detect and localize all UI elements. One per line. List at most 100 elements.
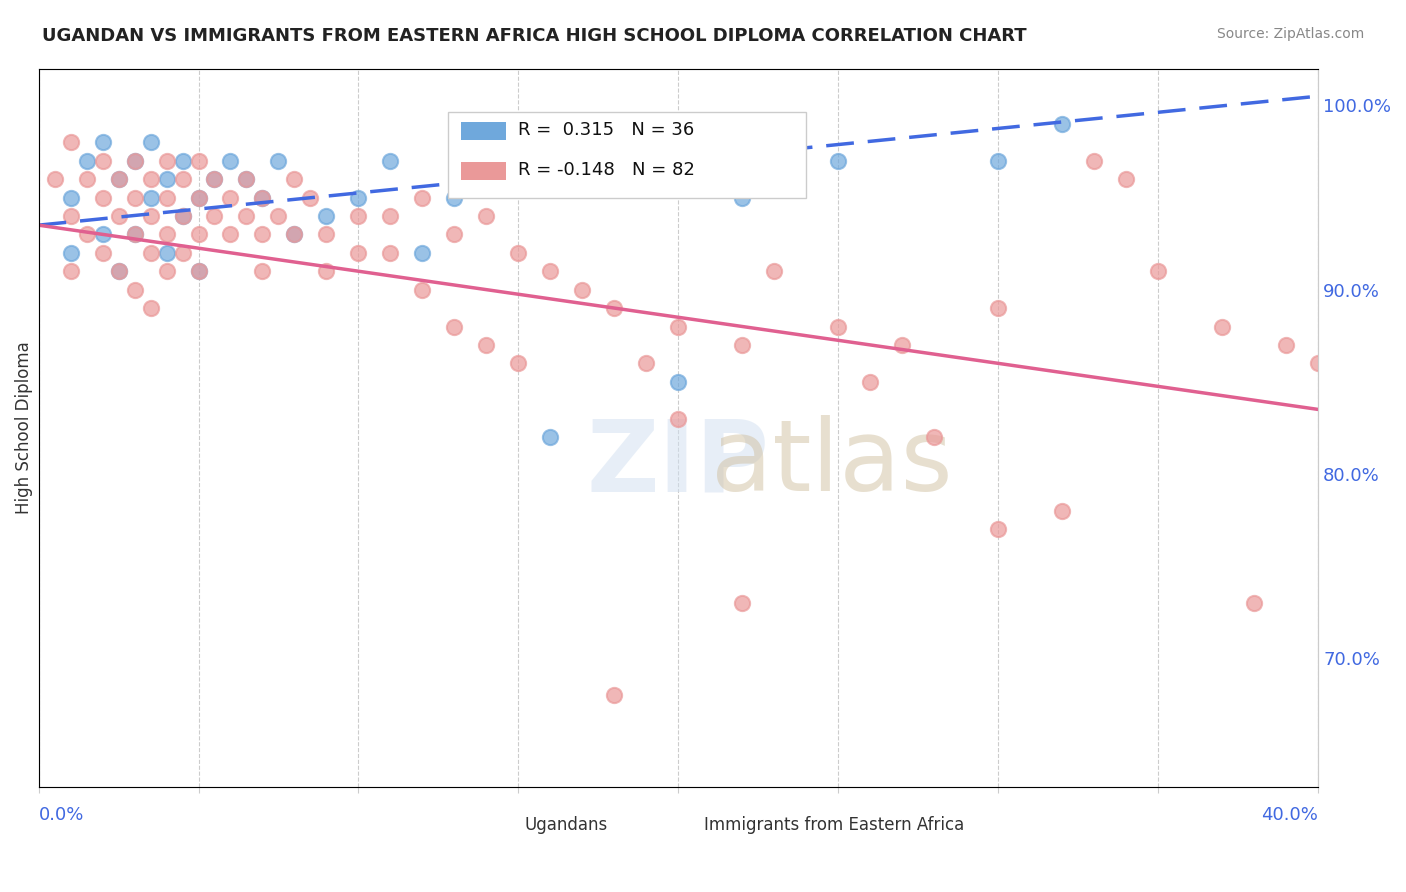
Point	[76, 153, 98, 168]
Point	[380, 245, 402, 260]
Text: Ugandans: Ugandans	[524, 816, 607, 834]
Point	[666, 319, 689, 334]
Point	[187, 190, 209, 204]
Point	[124, 153, 146, 168]
FancyBboxPatch shape	[467, 824, 508, 839]
Point	[59, 190, 82, 204]
Point	[124, 190, 146, 204]
Point	[922, 430, 945, 444]
Point	[267, 153, 290, 168]
Point	[107, 264, 129, 278]
Point	[252, 190, 274, 204]
Point	[155, 227, 177, 242]
Point	[155, 245, 177, 260]
Point	[252, 190, 274, 204]
Text: atlas: atlas	[711, 416, 953, 512]
Point	[172, 209, 194, 223]
Point	[475, 209, 498, 223]
Point	[891, 338, 914, 352]
Point	[411, 245, 433, 260]
FancyBboxPatch shape	[461, 162, 506, 180]
Point	[315, 209, 337, 223]
Point	[139, 301, 162, 315]
Point	[827, 153, 849, 168]
Point	[636, 356, 658, 370]
Point	[666, 375, 689, 389]
Point	[603, 301, 626, 315]
Point	[204, 209, 226, 223]
Point	[155, 153, 177, 168]
Text: R =  0.315   N = 36: R = 0.315 N = 36	[519, 121, 695, 139]
Point	[283, 227, 305, 242]
Point	[235, 172, 257, 186]
Point	[731, 596, 754, 610]
Point	[76, 227, 98, 242]
Point	[107, 172, 129, 186]
Point	[987, 153, 1010, 168]
Point	[538, 430, 561, 444]
Point	[44, 172, 66, 186]
Text: Immigrants from Eastern Africa: Immigrants from Eastern Africa	[704, 816, 965, 834]
Point	[124, 227, 146, 242]
Point	[508, 356, 530, 370]
Point	[139, 209, 162, 223]
Point	[987, 522, 1010, 536]
Point	[1211, 319, 1233, 334]
Point	[380, 153, 402, 168]
Point	[124, 283, 146, 297]
Point	[1275, 338, 1298, 352]
Point	[107, 209, 129, 223]
Point	[347, 190, 370, 204]
Point	[603, 172, 626, 186]
Point	[124, 153, 146, 168]
Point	[91, 190, 114, 204]
Point	[187, 153, 209, 168]
Point	[139, 245, 162, 260]
Point	[731, 190, 754, 204]
Point	[59, 135, 82, 149]
Point	[283, 227, 305, 242]
Point	[443, 319, 465, 334]
Point	[172, 153, 194, 168]
Point	[59, 209, 82, 223]
Point	[1115, 172, 1137, 186]
Point	[731, 338, 754, 352]
FancyBboxPatch shape	[449, 112, 806, 198]
Point	[76, 172, 98, 186]
Point	[252, 227, 274, 242]
FancyBboxPatch shape	[659, 824, 700, 839]
Point	[1083, 153, 1105, 168]
Point	[475, 338, 498, 352]
Point	[299, 190, 322, 204]
Point	[187, 227, 209, 242]
Point	[571, 283, 593, 297]
Point	[139, 135, 162, 149]
Point	[443, 190, 465, 204]
Point	[1308, 356, 1330, 370]
Point	[235, 209, 257, 223]
Point	[283, 172, 305, 186]
Point	[443, 227, 465, 242]
Point	[508, 153, 530, 168]
Point	[91, 153, 114, 168]
Text: 0.0%: 0.0%	[38, 805, 84, 823]
Point	[155, 264, 177, 278]
Point	[124, 227, 146, 242]
Text: ZIP: ZIP	[586, 416, 769, 512]
Point	[252, 264, 274, 278]
Point	[1050, 117, 1073, 131]
Point	[139, 172, 162, 186]
Point	[347, 209, 370, 223]
Point	[1243, 596, 1265, 610]
Point	[172, 209, 194, 223]
Point	[508, 245, 530, 260]
Point	[219, 227, 242, 242]
Point	[155, 172, 177, 186]
Y-axis label: High School Diploma: High School Diploma	[15, 342, 32, 514]
Point	[411, 283, 433, 297]
Point	[603, 688, 626, 702]
Text: R = -0.148   N = 82: R = -0.148 N = 82	[519, 161, 696, 179]
Point	[204, 172, 226, 186]
Text: UGANDAN VS IMMIGRANTS FROM EASTERN AFRICA HIGH SCHOOL DIPLOMA CORRELATION CHART: UGANDAN VS IMMIGRANTS FROM EASTERN AFRIC…	[42, 27, 1026, 45]
Point	[172, 245, 194, 260]
